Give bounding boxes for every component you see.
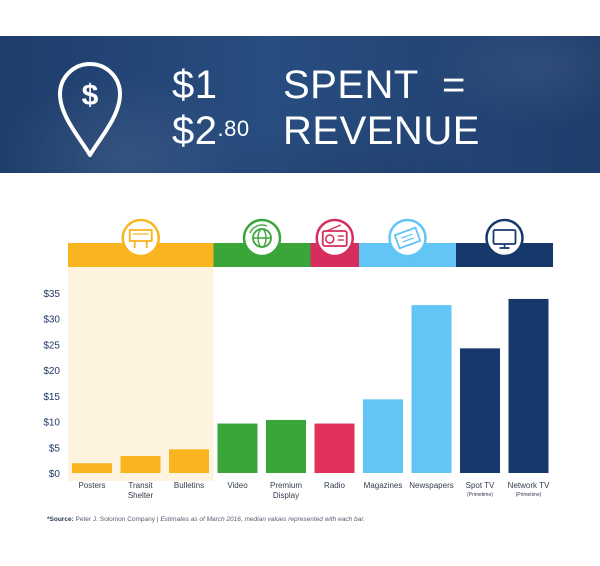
x-tick-label: Transit	[128, 481, 153, 490]
x-tick-label: Video	[227, 481, 248, 490]
y-tick-label: $15	[43, 392, 60, 403]
equals-sign: =	[442, 63, 466, 107]
bar-premium-display	[266, 419, 306, 473]
amount-revenue: $2.80	[172, 109, 250, 153]
x-tick-note: (Primetime)	[467, 492, 493, 498]
x-tick-label: Premium	[270, 481, 302, 490]
x-tick-label: Network TV	[508, 481, 550, 490]
bar-radio	[314, 423, 355, 473]
out-of-home-highlight	[68, 243, 214, 481]
category-icon-badge	[121, 218, 160, 258]
television-icon	[492, 229, 517, 249]
svg-text:$: $	[82, 79, 99, 112]
y-tick-label: $35	[43, 289, 60, 300]
dollar-map-pin-icon: $	[58, 62, 122, 157]
x-tick-label: Spot TV	[466, 481, 495, 490]
bar-transit-shelter	[120, 456, 161, 473]
bar-network-tv	[508, 298, 549, 473]
globe-refresh-icon	[249, 224, 272, 248]
bar-posters	[72, 463, 112, 473]
x-tick-note: (Primetime)	[516, 492, 542, 498]
y-tick-label: $30	[43, 315, 60, 326]
revenue-bar-chart: $0 $5 $10 $15 $20 $25 $30 $35 Posters TransitShe…	[43, 218, 553, 500]
hero-banner: $ $1 $2.80 SPENT REVENUE =	[0, 36, 600, 173]
label-revenue: REVENUE	[283, 109, 480, 153]
y-tick-label: $0	[49, 469, 61, 480]
x-tick-label: Magazines	[364, 481, 403, 490]
bar-video	[217, 423, 258, 473]
category-icon-badge	[485, 218, 524, 258]
radio-icon	[321, 224, 348, 247]
source-note: *Source: Peter J. Solomon Company | Esti…	[47, 516, 365, 523]
billboard-icon	[128, 229, 153, 248]
x-tick-label: Posters	[78, 481, 105, 490]
x-tick-label: Radio	[324, 481, 345, 490]
y-tick-label: $25	[43, 340, 60, 351]
x-tick-label: Shelter	[128, 491, 154, 500]
banner-background-photo	[0, 36, 600, 173]
y-tick-label: $10	[43, 418, 60, 429]
newspaper-icon	[393, 226, 422, 250]
label-spent: SPENT	[283, 63, 419, 107]
amount-spent: $1	[172, 63, 218, 107]
y-tick-label: $5	[49, 443, 61, 454]
category-icon-badge	[315, 218, 354, 258]
bar-magazines	[363, 399, 403, 473]
x-tick-label: Newspapers	[409, 481, 453, 490]
x-tick-label: Display	[273, 491, 299, 500]
bar-bulletins	[169, 449, 209, 473]
bar-newspapers	[411, 305, 452, 473]
bar-spot-tv	[460, 348, 500, 473]
x-tick-label: Bulletins	[174, 481, 204, 490]
y-tick-label: $20	[43, 366, 60, 377]
